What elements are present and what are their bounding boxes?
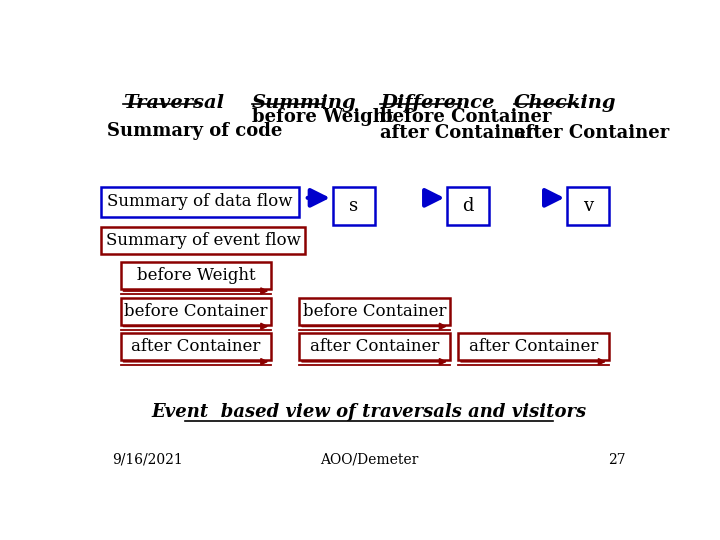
Text: d: d	[462, 197, 474, 215]
Text: after Container: after Container	[469, 338, 598, 355]
Text: before Weight: before Weight	[252, 109, 394, 126]
Bar	[121, 262, 271, 289]
Bar	[121, 333, 271, 360]
Bar	[333, 187, 374, 225]
Text: before Container: before Container	[303, 302, 446, 320]
Text: 9/16/2021: 9/16/2021	[112, 453, 183, 467]
Text: Summing: Summing	[252, 94, 356, 112]
Text: AOO/Demeter: AOO/Demeter	[320, 453, 418, 467]
Text: Event  based view of traversals and visitors: Event based view of traversals and visit…	[151, 403, 587, 421]
Text: Summary of code: Summary of code	[107, 122, 282, 140]
Bar	[447, 187, 489, 225]
Bar	[567, 187, 609, 225]
Text: Difference: Difference	[380, 94, 495, 112]
Text: s: s	[349, 197, 359, 215]
Bar	[300, 298, 450, 325]
Text: after Container: after Container	[131, 338, 261, 355]
Text: before Container: before Container	[380, 109, 552, 126]
Text: after Container: after Container	[380, 124, 536, 142]
Text: after Container: after Container	[310, 338, 439, 355]
Text: Summary of event flow: Summary of event flow	[106, 232, 300, 249]
Text: before Container: before Container	[125, 302, 268, 320]
Text: Traversal: Traversal	[124, 94, 225, 112]
Bar	[101, 187, 300, 217]
Text: before Weight: before Weight	[137, 267, 256, 285]
Bar	[300, 333, 450, 360]
Text: v: v	[583, 197, 593, 215]
Text: after Container: after Container	[514, 124, 670, 142]
Bar	[121, 298, 271, 325]
Text: 27: 27	[608, 453, 626, 467]
Bar	[459, 333, 609, 360]
Text: Summary of data flow: Summary of data flow	[107, 193, 293, 210]
Text: Checking: Checking	[514, 94, 616, 112]
Bar	[101, 227, 305, 254]
